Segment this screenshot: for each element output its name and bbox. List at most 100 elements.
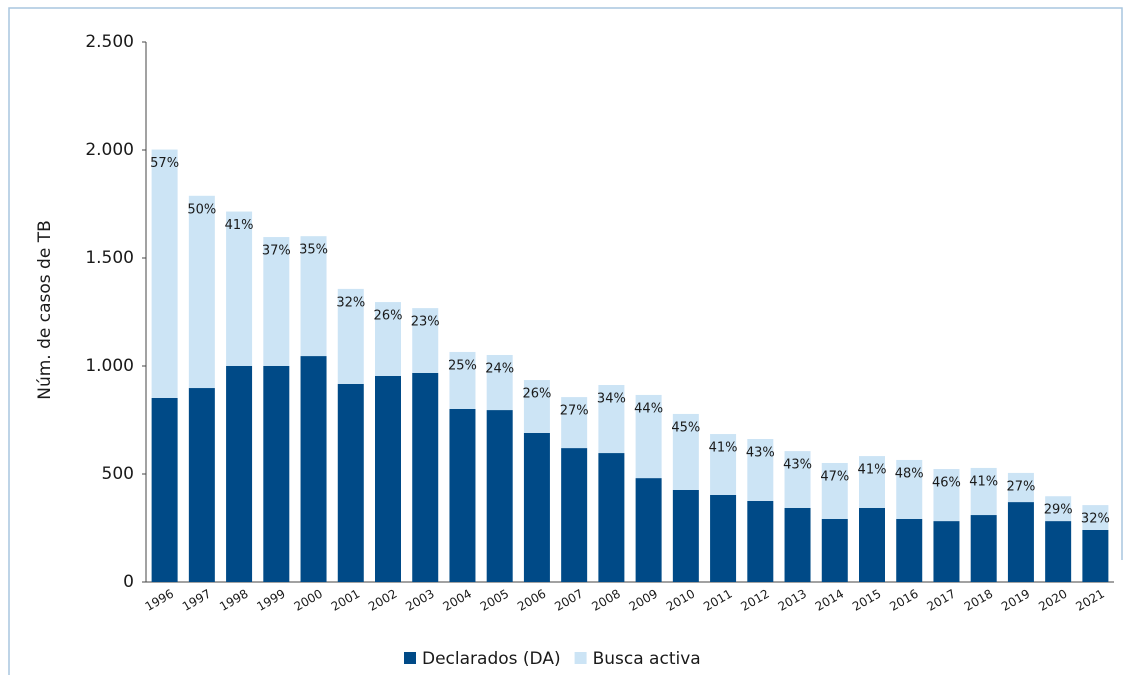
bar-segment xyxy=(1007,472,1034,503)
x-tick-label: 1999 xyxy=(254,586,287,613)
bar-segment xyxy=(635,478,662,582)
bar-segment xyxy=(375,375,401,582)
x-tick-label: 2013 xyxy=(776,586,809,613)
legend-label: Declarados (DA) xyxy=(422,649,561,669)
bar-segment xyxy=(970,467,997,516)
bar-segment xyxy=(747,439,774,501)
y-axis-title: Núm. de casos de TB xyxy=(35,220,55,400)
bar-segment xyxy=(188,388,215,582)
percent-label: 43% xyxy=(783,458,812,473)
percent-label: 44% xyxy=(634,401,663,416)
percent-label: 41% xyxy=(969,474,998,489)
bar-segment xyxy=(449,408,476,582)
legend-label: Busca activa xyxy=(593,649,701,669)
percent-label: 25% xyxy=(448,358,477,373)
percent-label: 23% xyxy=(411,315,440,330)
x-tick-label: 1996 xyxy=(143,586,176,613)
x-tick-label: 2008 xyxy=(589,586,622,613)
percent-label: 27% xyxy=(560,404,589,419)
bar-segment xyxy=(188,195,215,389)
bar-segment xyxy=(896,459,923,519)
bar-segment xyxy=(226,211,253,366)
bar-segment xyxy=(375,302,401,376)
x-tick-label: 2010 xyxy=(664,586,697,613)
bar-segment xyxy=(151,149,178,398)
bar-segment xyxy=(747,501,774,582)
bar-segment xyxy=(486,354,513,411)
x-tick-label: 2016 xyxy=(887,586,920,613)
bar-segment xyxy=(412,308,439,373)
bar-segment xyxy=(263,237,290,366)
x-tick-label: 2020 xyxy=(1036,586,1069,613)
percent-label: 41% xyxy=(709,441,738,456)
frame xyxy=(8,7,1123,675)
x-tick-label: 2004 xyxy=(441,586,474,613)
x-tick-label: 2021 xyxy=(1073,586,1106,613)
bar-segment xyxy=(859,507,885,582)
x-tick-label: 2012 xyxy=(738,586,771,613)
percent-label: 45% xyxy=(671,420,700,435)
x-tick-label: 2006 xyxy=(515,586,548,613)
bar-segment xyxy=(1045,521,1072,582)
bar-segment xyxy=(337,383,364,582)
percent-label: 41% xyxy=(858,463,887,478)
percent-label: 24% xyxy=(485,361,514,376)
percent-label: 34% xyxy=(597,392,626,407)
bar-segment xyxy=(1045,496,1072,522)
bar-segment xyxy=(300,236,327,357)
x-tick-label: 2000 xyxy=(292,586,325,613)
bar-segment xyxy=(523,432,550,582)
bar-segment xyxy=(561,448,588,582)
percent-label: 27% xyxy=(1006,479,1035,494)
bar-segment xyxy=(821,518,848,582)
bar-segment xyxy=(561,397,588,449)
percent-label: 26% xyxy=(374,309,403,324)
percent-label: 47% xyxy=(820,469,849,484)
bar-segment xyxy=(412,372,439,582)
y-tick-label: 2.000 xyxy=(85,140,134,160)
x-tick-label: 2003 xyxy=(403,586,436,613)
x-tick-label: 2014 xyxy=(813,586,846,613)
bar-segment xyxy=(598,385,625,454)
y-tick-label: 1.000 xyxy=(85,356,134,376)
bar-segment xyxy=(933,521,960,582)
x-tick-label: 2019 xyxy=(999,586,1032,613)
bar-segment xyxy=(859,456,885,508)
x-tick-label: 2011 xyxy=(701,586,734,613)
percent-label: 29% xyxy=(1044,503,1073,518)
bar-segment xyxy=(486,410,513,582)
bar-segment xyxy=(523,380,550,433)
percent-label: 32% xyxy=(336,295,365,310)
percent-label: 48% xyxy=(895,466,924,481)
x-tick-label: 2005 xyxy=(478,586,511,613)
percent-label: 37% xyxy=(262,244,291,259)
x-tick-label: 2002 xyxy=(366,586,399,613)
bar-segment xyxy=(263,366,290,582)
bar-segment xyxy=(300,356,327,582)
bar-segment xyxy=(635,394,662,479)
bar-segment xyxy=(933,469,960,522)
x-tick-label: 2001 xyxy=(329,586,362,613)
bar-segment xyxy=(1082,505,1109,530)
x-tick-label: 2007 xyxy=(552,586,585,613)
percent-label: 43% xyxy=(746,446,775,461)
percent-label: 32% xyxy=(1081,512,1110,527)
percent-label: 46% xyxy=(932,476,961,491)
y-tick-label: 500 xyxy=(102,464,134,484)
bar-segment xyxy=(896,518,923,582)
bar-segment xyxy=(1007,502,1034,582)
y-tick-label: 0 xyxy=(123,572,134,592)
bar-segment xyxy=(710,434,737,495)
bar-segment xyxy=(151,397,178,582)
bar-segment xyxy=(337,288,364,384)
x-tick-label: 2015 xyxy=(850,586,883,613)
bar-segment xyxy=(1082,529,1109,582)
bar-segment xyxy=(672,413,699,490)
x-tick-label: 1997 xyxy=(180,586,213,613)
x-tick-label: 2017 xyxy=(925,586,958,613)
x-tick-label: 1998 xyxy=(217,586,250,613)
percent-label: 35% xyxy=(299,243,328,258)
legend-swatch xyxy=(404,652,416,664)
y-tick-label: 2.500 xyxy=(85,32,134,52)
